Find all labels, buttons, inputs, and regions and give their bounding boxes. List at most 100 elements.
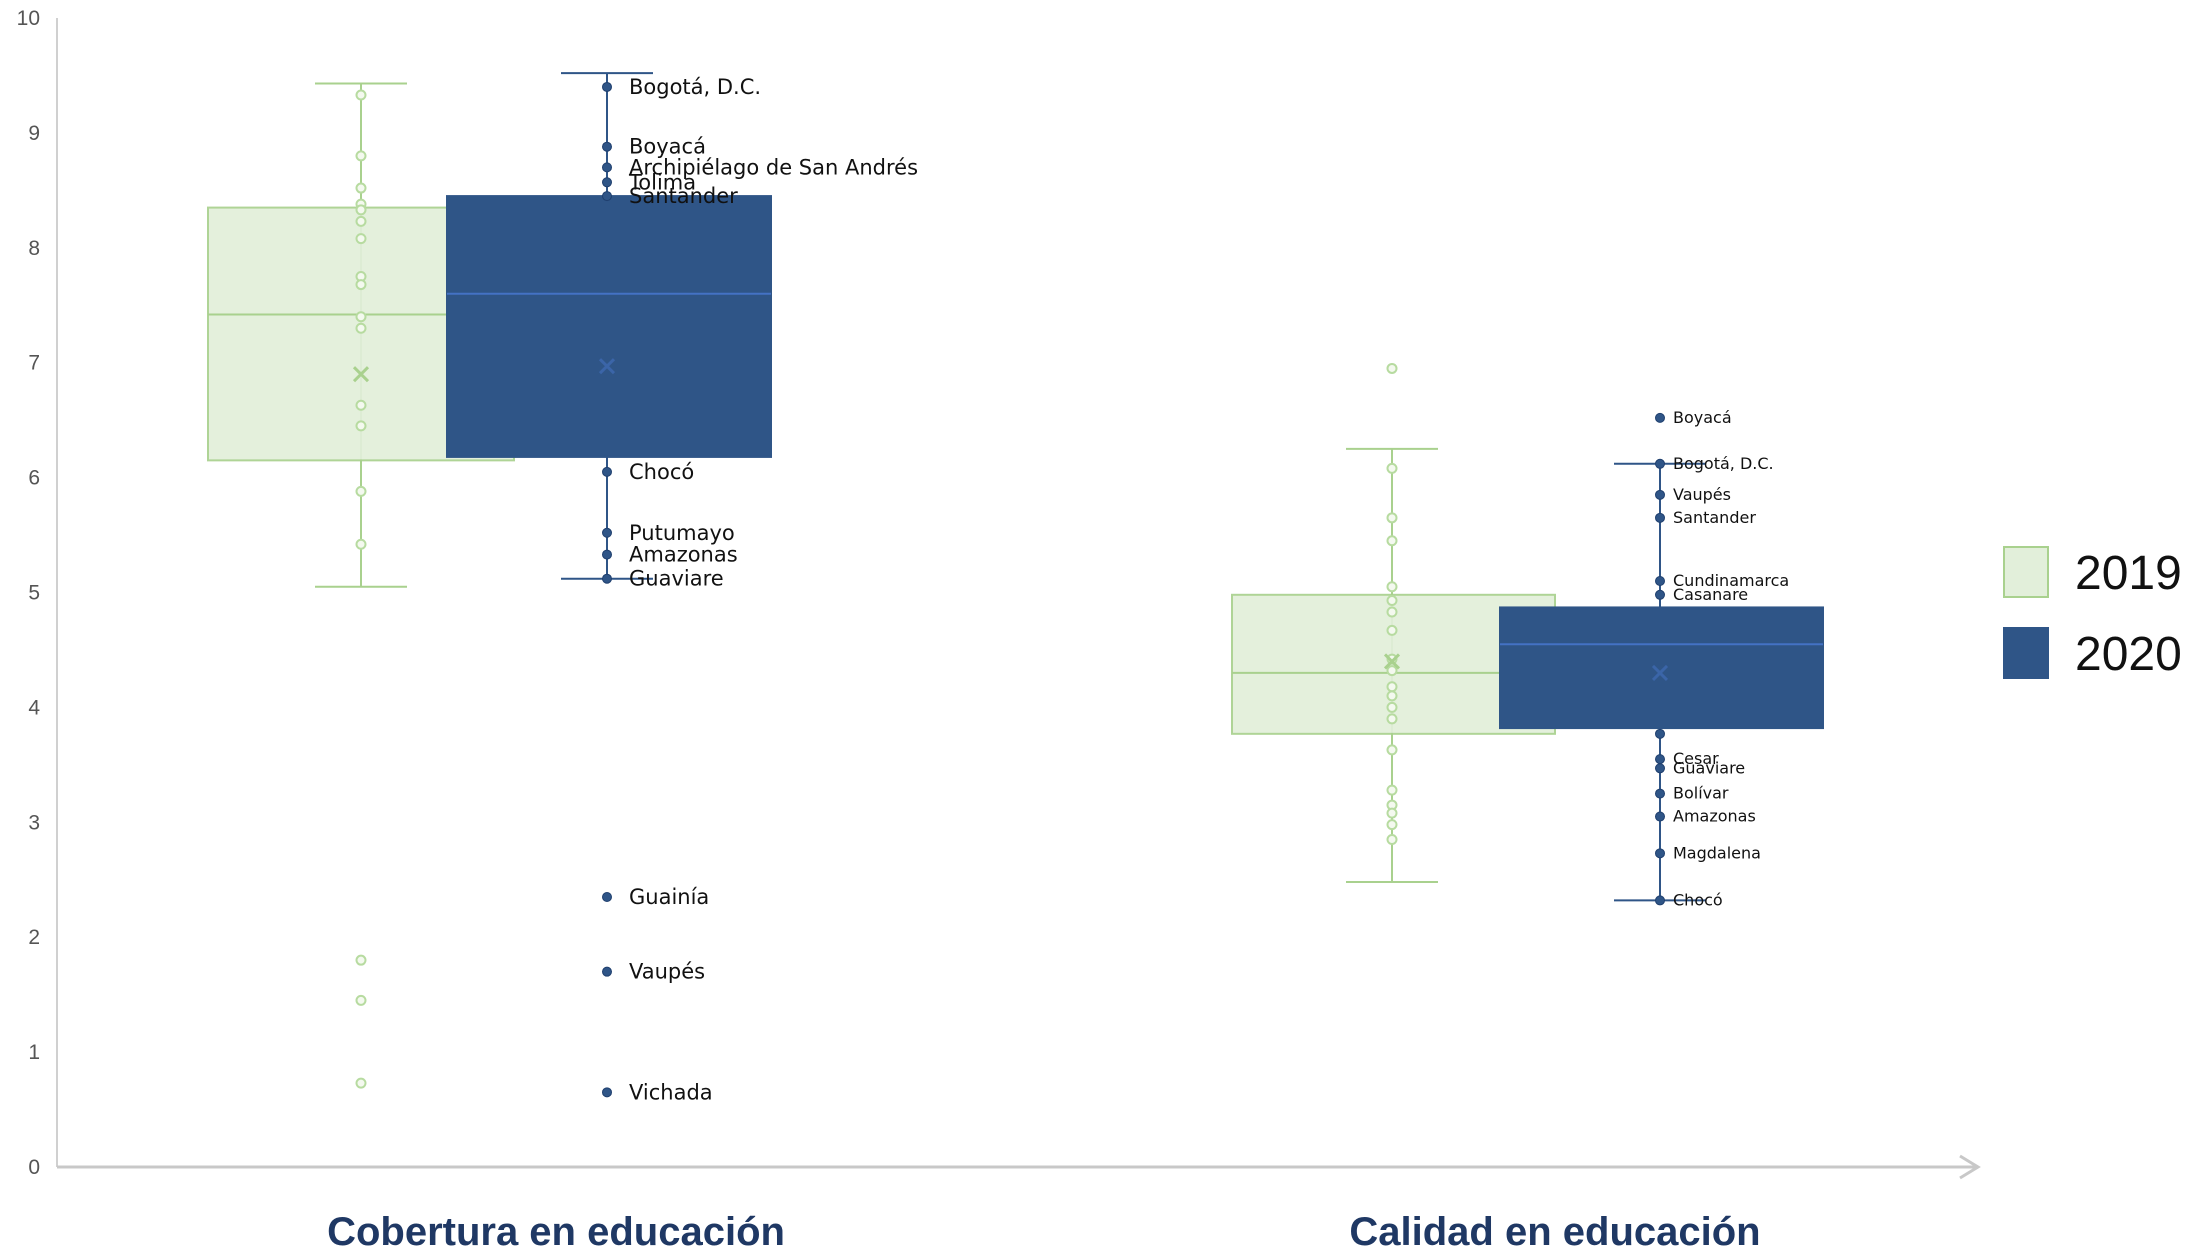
point-label-bogota-d-c: Bogotá, D.C. xyxy=(1673,454,1774,473)
data-point xyxy=(355,994,367,1006)
mean-marker xyxy=(1651,664,1669,681)
y-tick-label: 3 xyxy=(28,811,40,834)
data-point xyxy=(1386,690,1398,702)
data-point xyxy=(1386,681,1398,693)
y-tick-label: 5 xyxy=(28,582,40,605)
point-label-amazonas: Amazonas xyxy=(629,543,738,567)
data-point xyxy=(602,1087,612,1098)
data-point xyxy=(1386,665,1398,677)
point-label-choco: Chocó xyxy=(629,460,694,484)
box-2020 xyxy=(1499,606,1824,730)
legend-item-2019: 2019 xyxy=(2003,546,2182,600)
legend: 2019 2020 xyxy=(2003,546,2182,681)
point-label-santander: Santander xyxy=(629,184,738,208)
data-point xyxy=(602,466,612,477)
data-point xyxy=(355,279,367,291)
legend-item-2020: 2020 xyxy=(2003,627,2182,681)
legend-swatch xyxy=(2003,546,2049,598)
category-labels: Cobertura en educación Calidad en educaci… xyxy=(327,1210,1761,1252)
data-point xyxy=(1386,624,1398,636)
point-label-vaupes: Vaupés xyxy=(629,960,705,984)
point-label-archipielago-de-san-andres: Archipiélago de San Andrés xyxy=(629,155,918,179)
data-point xyxy=(1386,535,1398,547)
legend-label: 2020 xyxy=(2075,628,2182,681)
data-point xyxy=(1655,728,1665,739)
data-point xyxy=(1655,788,1665,799)
data-point xyxy=(1386,701,1398,713)
y-tick-label: 4 xyxy=(28,696,40,719)
data-point xyxy=(355,420,367,432)
data-point xyxy=(1386,819,1398,831)
data-point xyxy=(355,1077,367,1089)
data-point xyxy=(602,141,612,152)
x-axis-arrow xyxy=(1959,1154,1981,1180)
mean-marker xyxy=(598,358,616,375)
data-point xyxy=(355,954,367,966)
y-tick-label: 10 xyxy=(17,7,40,30)
data-point xyxy=(355,399,367,411)
legend-swatch xyxy=(2003,627,2049,679)
data-point xyxy=(355,215,367,227)
point-label-tolima: Tolima xyxy=(628,170,696,194)
point-label-bolivar: Bolívar xyxy=(1673,784,1729,803)
data-point xyxy=(1655,754,1665,765)
point-label-cundinamarca: Cundinamarca xyxy=(1673,571,1789,590)
data-point xyxy=(1655,848,1665,859)
data-point xyxy=(355,485,367,497)
y-tick-label: 7 xyxy=(28,352,40,375)
data-point xyxy=(1386,512,1398,524)
y-tick-label: 2 xyxy=(28,926,40,949)
data-point xyxy=(1655,589,1665,600)
point-label-bogota-d-c: Bogotá, D.C. xyxy=(629,75,761,99)
data-point xyxy=(1386,653,1398,665)
mean-marker xyxy=(1383,653,1401,670)
data-point xyxy=(1655,811,1665,822)
data-point xyxy=(602,573,612,584)
point-label-vichada: Vichada xyxy=(629,1080,713,1104)
data-point xyxy=(1386,362,1398,374)
data-point xyxy=(602,527,612,538)
data-point xyxy=(602,549,612,560)
category-label-calidad-en-educacion: Calidad en educación xyxy=(1349,1210,1760,1252)
data-point xyxy=(602,966,612,977)
point-label-amazonas: Amazonas xyxy=(1673,807,1756,826)
data-point xyxy=(602,177,612,188)
point-label-guainia: Guainía xyxy=(629,885,709,909)
data-point xyxy=(1386,462,1398,474)
data-point xyxy=(602,191,612,202)
data-point xyxy=(1386,784,1398,796)
data-point xyxy=(1386,713,1398,725)
data-point xyxy=(1386,807,1398,819)
point-label-casanare: Casanare xyxy=(1673,585,1748,604)
data-point xyxy=(355,150,367,162)
point-label-vaupes: Vaupés xyxy=(1673,485,1731,504)
data-point xyxy=(602,162,612,173)
y-tick-label: 9 xyxy=(28,122,40,145)
point-label-cesar: Cesar xyxy=(1673,749,1719,768)
data-point xyxy=(1386,834,1398,846)
point-label-guaviare: Guaviare xyxy=(629,567,724,591)
axes: 0 1 2 3 4 5 6 7 8 9 10 xyxy=(17,7,1981,1180)
point-label-boyaca: Boyacá xyxy=(629,135,706,159)
data-point xyxy=(1386,606,1398,618)
group-calidad-en-educacion: Boyacá Bogotá, D.C. Vaupés Santander Cundina… xyxy=(1231,362,1824,909)
data-point xyxy=(1655,412,1665,423)
data-point xyxy=(602,891,612,902)
box-2020 xyxy=(446,195,772,458)
legend-label: 2019 xyxy=(2075,547,2182,600)
point-label-putumayo: Putumayo xyxy=(629,521,735,545)
mean-marker xyxy=(352,366,370,383)
y-tick-label: 8 xyxy=(28,237,40,260)
y-tick-label: 0 xyxy=(28,1156,40,1179)
y-tick-label: 1 xyxy=(28,1041,40,1064)
point-label-choco: Chocó xyxy=(1673,890,1723,909)
point-label-santander: Santander xyxy=(1673,508,1756,527)
data-point xyxy=(1655,458,1665,469)
data-point xyxy=(355,89,367,101)
data-point xyxy=(1386,744,1398,756)
y-tick-label: 6 xyxy=(28,467,40,490)
